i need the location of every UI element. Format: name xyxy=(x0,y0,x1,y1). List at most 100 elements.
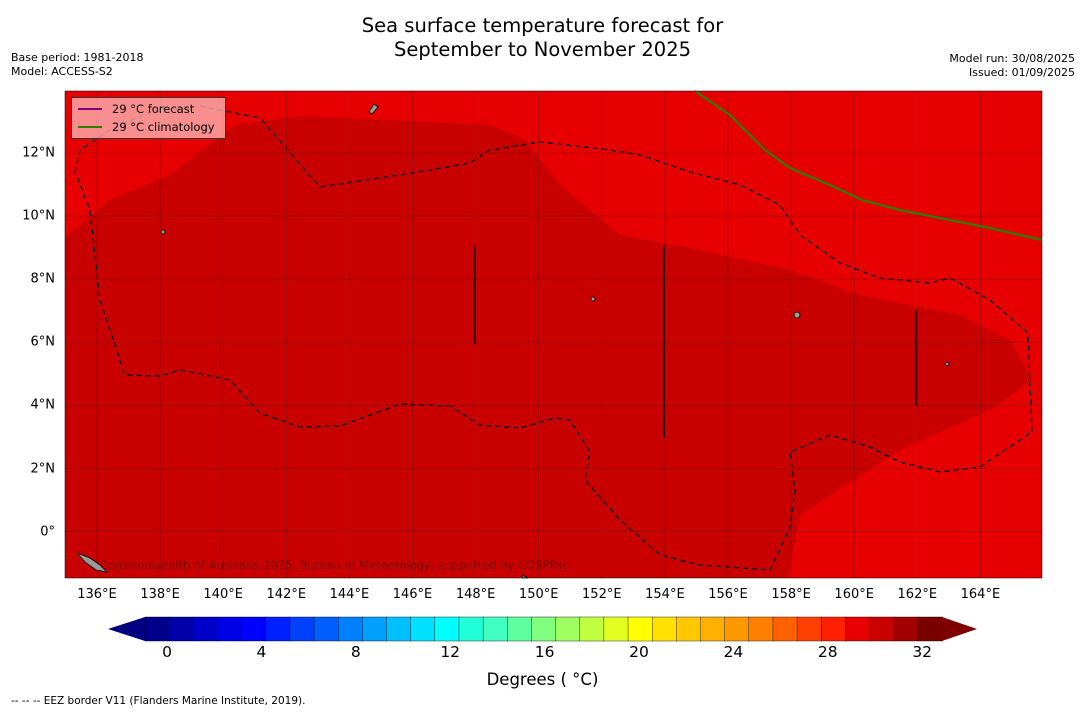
y-tick-label: 12°N xyxy=(22,145,55,161)
warm-sst-region xyxy=(65,116,1032,578)
colorbar-segment xyxy=(579,616,605,642)
x-tick-label: 146°E xyxy=(392,587,433,602)
colorbar-segment xyxy=(555,616,581,642)
colorbar-segment xyxy=(772,616,798,642)
colorbar-segment xyxy=(386,616,412,642)
colorbar-segment xyxy=(676,616,702,642)
colorbar-tick-label: 4 xyxy=(256,643,267,661)
y-tick-label: 10°N xyxy=(22,208,55,224)
colorbar-segment xyxy=(458,616,484,642)
x-tick-label: 142°E xyxy=(266,587,307,602)
colorbar-segment xyxy=(241,616,267,642)
base-period: Base period: 1981-2018 xyxy=(11,51,144,64)
model-name: Model: ACCESS-S2 xyxy=(11,65,113,78)
map-frame xyxy=(64,90,1043,579)
legend-forecast: 29 °C forecast xyxy=(78,101,194,117)
x-tick-label: 156°E xyxy=(708,587,748,602)
x-tick-label: 138°E xyxy=(140,587,180,602)
colorbar-segment xyxy=(821,616,847,642)
model-run: Model run: 30/08/2025 xyxy=(949,52,1075,65)
island-pohnpei xyxy=(793,311,801,319)
island-small-1 xyxy=(160,229,166,235)
y-tick-label: 0° xyxy=(40,524,55,540)
colorbar-label: Degrees ( °C) xyxy=(486,670,599,689)
x-tick-label: 136°E xyxy=(77,587,117,602)
colorbar-segment xyxy=(265,616,291,642)
island-small-2 xyxy=(590,296,596,302)
colorbar-segment xyxy=(434,616,460,642)
vertical-lines xyxy=(474,246,917,438)
y-tick-label: 8°N xyxy=(30,271,56,287)
map-grid xyxy=(65,91,1042,578)
colorbar-tick-label: 8 xyxy=(350,643,361,661)
x-tick-label: 164°E xyxy=(960,587,1001,602)
colorbar-segment xyxy=(627,616,653,642)
colorbar-segment xyxy=(193,616,219,642)
title-line-2: September to November 2025 xyxy=(393,38,692,61)
colorbar-segment xyxy=(845,616,871,642)
legend-climatology: 29 °C climatology xyxy=(78,119,215,135)
legend-forecast-label: 29 °C forecast xyxy=(112,102,195,116)
x-tick-label: 162°E xyxy=(897,587,938,602)
colorbar-segment xyxy=(700,616,726,642)
colorbar-tick-label: 0 xyxy=(162,643,172,661)
colorbar-segment xyxy=(917,616,943,642)
legend-climatology-label: 29 °C climatology xyxy=(112,120,215,134)
footer-note: -- -- -- EEZ border V11 (Flanders Marine… xyxy=(11,695,306,707)
map-legend: 29 °C forecast 29 °C climatology xyxy=(71,97,226,139)
colorbar xyxy=(108,616,977,642)
colorbar-segment xyxy=(869,616,895,642)
title-line-1: Sea surface temperature forecast for xyxy=(361,14,724,37)
y-tick-label: 4°N xyxy=(30,397,56,413)
colorbar-segment xyxy=(893,616,919,642)
island-guam xyxy=(368,103,379,115)
colorbar-segment xyxy=(289,616,315,642)
colorbar-segment xyxy=(651,616,678,642)
colorbar-segment xyxy=(313,616,339,642)
colorbar-tick-label: 24 xyxy=(723,643,744,661)
colorbar-segment xyxy=(796,616,822,642)
colorbar-segment xyxy=(531,616,557,642)
meta-right: Model run: 30/08/2025 Issued: 01/09/2025 xyxy=(949,52,1075,80)
climatology-swatch xyxy=(78,126,102,128)
x-tick-label: 154°E xyxy=(645,587,685,602)
colorbar-segment xyxy=(748,616,774,642)
colorbar-segment xyxy=(217,616,243,642)
x-tick-label: 140°E xyxy=(203,587,243,602)
colorbar-tick-label: 20 xyxy=(629,643,649,661)
colorbar-segment xyxy=(410,616,436,642)
climatology-29c-line xyxy=(694,90,1043,242)
colorbar-segment xyxy=(482,616,508,642)
x-tick-label: 158°E xyxy=(771,587,811,602)
issued-date: Issued: 01/09/2025 xyxy=(968,66,1075,79)
land-masses xyxy=(76,103,950,579)
x-tick-label: 152°E xyxy=(582,587,622,602)
colorbar-segment xyxy=(507,616,533,642)
colorbar-segment xyxy=(338,616,364,642)
copyright-notice: Commonwealth of Australia 2025, Bureau o… xyxy=(100,558,570,572)
y-tick-label: 6°N xyxy=(30,334,56,350)
chart-title: Sea surface temperature forecast for Sep… xyxy=(0,14,1085,62)
meta-left: Base period: 1981-2018 Model: ACCESS-S2 xyxy=(11,51,143,79)
forecast-swatch xyxy=(78,108,102,110)
island-small-3 xyxy=(944,361,950,367)
colorbar-segment xyxy=(603,616,629,642)
colorbar-segment xyxy=(168,616,195,642)
x-tick-label: 144°E xyxy=(329,587,370,602)
colorbar-over-arrow xyxy=(942,617,977,641)
colorbar-segment xyxy=(144,616,170,642)
x-tick-label: 148°E xyxy=(455,587,496,602)
island-new-guinea xyxy=(76,552,109,573)
colorbar-tick-label: 12 xyxy=(440,643,461,661)
colorbar-tick-label: 32 xyxy=(912,643,933,661)
x-tick-label: 150°E xyxy=(518,587,559,602)
colorbar-tick-label: 16 xyxy=(534,643,555,661)
colorbar-segment xyxy=(362,616,388,642)
colorbar-under-arrow xyxy=(108,617,145,641)
colorbar-segment xyxy=(724,616,750,642)
colorbar-tick-label: 28 xyxy=(817,643,838,661)
y-tick-label: 2°N xyxy=(30,461,56,476)
x-tick-label: 160°E xyxy=(834,587,874,602)
eez-border-north xyxy=(74,105,1033,571)
